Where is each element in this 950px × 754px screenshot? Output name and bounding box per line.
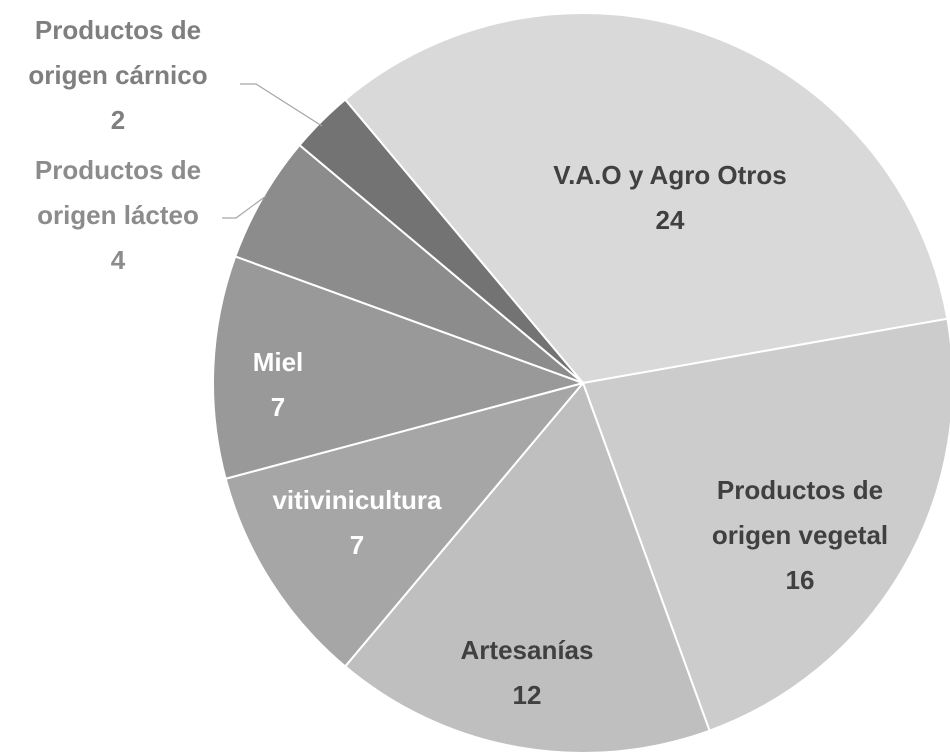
pie-slice [212, 255, 587, 480]
value-label: 2 [110, 105, 126, 135]
pie-slice [343, 381, 711, 754]
pie-slice [581, 317, 950, 732]
value-label: 16 [785, 565, 815, 595]
category-label: Productos de origen lácteo [34, 155, 202, 230]
pie-slice [343, 12, 949, 385]
data-label: Productos de origen cárnico 2 [0, 8, 238, 143]
pie-slice [224, 381, 586, 668]
pie-slice [298, 98, 584, 384]
category-label: Productos de origen vegetal [711, 475, 889, 550]
category-label: Miel [252, 347, 304, 377]
data-label: Productos de origen vegetal 16 [680, 468, 920, 603]
data-label: Artesanías 12 [427, 628, 627, 718]
category-label: Artesanías [460, 635, 594, 665]
leader-line [222, 195, 267, 219]
data-label: Miel 7 [218, 340, 338, 430]
value-label: 7 [270, 392, 286, 422]
category-label: V.A.O y Agro Otros [553, 160, 787, 190]
value-label: 24 [655, 205, 685, 235]
value-label: 12 [512, 680, 542, 710]
data-label: vitivinicultura 7 [237, 478, 477, 568]
category-label: Productos de origen cárnico [28, 15, 208, 90]
data-label: V.A.O y Agro Otros 24 [540, 153, 800, 243]
value-label: 7 [349, 530, 365, 560]
category-label: vitivinicultura [272, 485, 442, 515]
data-label: Productos de origen lácteo 4 [3, 148, 233, 283]
value-label: 4 [110, 245, 126, 275]
leader-line [240, 83, 323, 127]
